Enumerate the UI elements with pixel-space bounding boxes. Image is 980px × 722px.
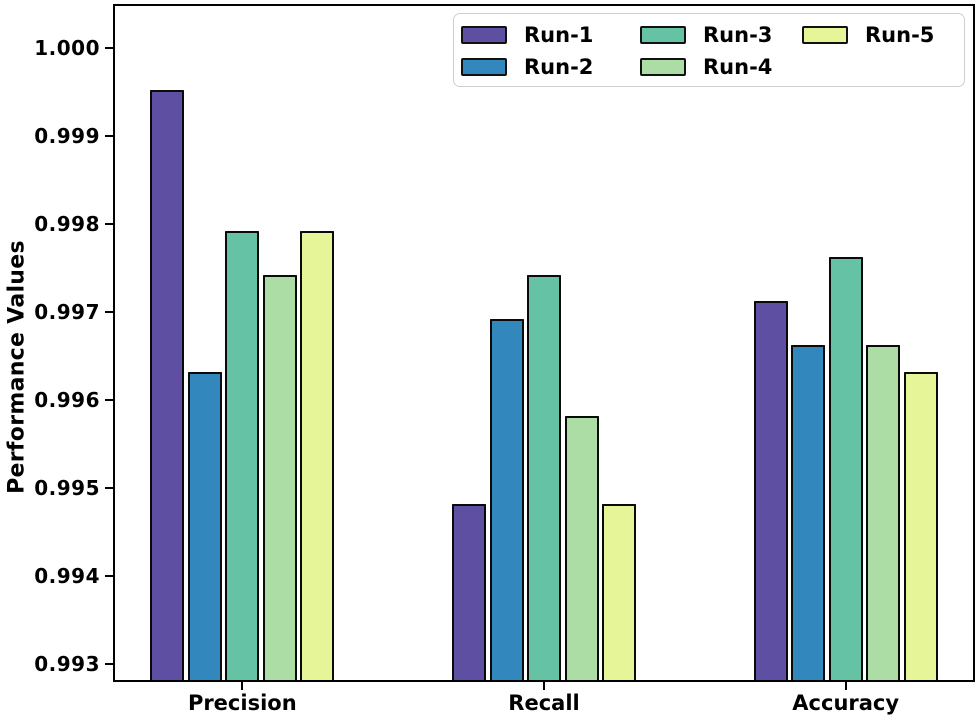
y-tick-mark xyxy=(105,311,113,314)
y-tick-label: 0.998 xyxy=(34,212,100,237)
x-category-label: Recall xyxy=(508,691,580,715)
y-tick-mark xyxy=(105,47,113,50)
bar-accuracy-run-1 xyxy=(753,301,788,680)
legend-item-run-2: Run-2 xyxy=(461,51,640,83)
bar-precision-run-2 xyxy=(187,371,222,680)
bar-accuracy-run-5 xyxy=(903,371,938,680)
legend-column: Run-3 Run-4 xyxy=(640,19,802,83)
plot-area xyxy=(113,4,975,682)
x-tick-mark xyxy=(543,682,545,690)
legend-column: Run-1 Run-2 xyxy=(461,19,640,83)
x-tick-mark xyxy=(844,682,847,690)
y-tick-mark xyxy=(105,223,113,226)
y-tick-label: 0.999 xyxy=(34,124,100,149)
bar-precision-run-1 xyxy=(150,90,185,680)
legend-swatch-icon xyxy=(640,26,686,44)
legend-swatch-icon xyxy=(461,58,507,76)
legend-item-run-5: Run-5 xyxy=(802,19,964,51)
x-tick-mark xyxy=(241,682,244,690)
legend-column: Run-5 xyxy=(802,19,964,83)
legend-swatch-icon xyxy=(802,26,848,44)
bar-recall-run-3 xyxy=(527,274,561,680)
bar-precision-run-5 xyxy=(300,230,335,680)
bar-recall-run-2 xyxy=(489,319,524,680)
bar-recall-run-4 xyxy=(564,415,599,680)
legend-label: Run-3 xyxy=(703,22,773,47)
legend-swatch-icon xyxy=(461,26,507,44)
legend-label: Run-2 xyxy=(524,54,594,79)
y-tick-mark xyxy=(105,135,113,138)
bar-accuracy-run-2 xyxy=(791,345,826,680)
bar-recall-run-5 xyxy=(602,503,636,680)
legend-item-run-3: Run-3 xyxy=(640,19,802,51)
legend-label: Run-5 xyxy=(865,22,935,47)
y-tick-mark xyxy=(105,487,113,490)
bar-precision-run-4 xyxy=(262,274,297,680)
legend-item-run-1: Run-1 xyxy=(461,19,640,51)
y-tick-mark xyxy=(105,399,113,402)
legend-swatch-icon xyxy=(640,58,686,76)
y-axis-title: Performance Values xyxy=(4,240,30,494)
legend-label: Run-4 xyxy=(703,54,773,79)
bar-accuracy-run-3 xyxy=(828,257,863,680)
legend-label: Run-1 xyxy=(524,22,594,47)
y-tick-label: 0.996 xyxy=(34,388,100,413)
bar-precision-run-3 xyxy=(225,230,260,680)
bar-recall-run-1 xyxy=(452,503,486,680)
legend-item-run-4: Run-4 xyxy=(640,51,802,83)
bar-accuracy-run-4 xyxy=(866,345,901,680)
y-tick-label: 0.994 xyxy=(34,564,100,589)
y-tick-mark xyxy=(105,663,113,666)
y-tick-label: 0.997 xyxy=(34,300,100,325)
y-tick-mark xyxy=(105,575,113,578)
y-tick-label: 0.993 xyxy=(34,652,100,677)
x-category-label: Precision xyxy=(187,691,297,715)
y-tick-label: 1.000 xyxy=(34,36,100,61)
y-tick-label: 0.995 xyxy=(34,476,100,501)
x-category-label: Accuracy xyxy=(792,691,900,715)
legend: Run-1 Run-2 Run-3 Run-4 Run-5 xyxy=(453,13,965,87)
